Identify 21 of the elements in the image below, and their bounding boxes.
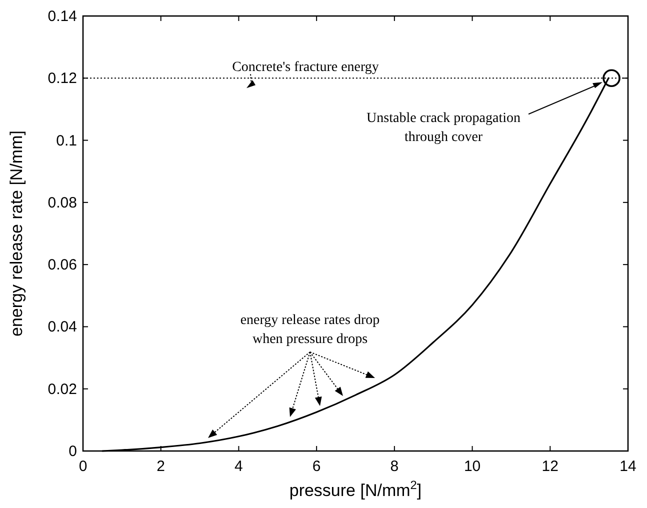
x-tick-label: 10 <box>464 458 481 475</box>
x-axis-title: pressure [N/mm$^{2}$] <box>289 478 422 500</box>
y-axis-title: energy release rate [N/mm] <box>7 130 26 336</box>
y-tick-label: 0.02 <box>48 380 77 398</box>
x-tick-label: 4 <box>234 458 243 475</box>
y-tick-label: 0.1 <box>56 132 77 150</box>
x-tick-label: 0 <box>78 458 88 475</box>
x-tick-label: 6 <box>312 458 321 475</box>
x-tick-label: 12 <box>542 458 558 475</box>
y-tick-label: 0 <box>68 443 77 460</box>
y-tick-label: 0.12 <box>48 70 77 88</box>
x-tick-label: 8 <box>390 458 399 475</box>
x-tick-label: 2 <box>156 458 166 475</box>
ref-line-label: Concrete's fracture energy <box>232 60 379 76</box>
y-tick-label: 0.14 <box>48 8 77 25</box>
y-tick-label: 0.06 <box>48 256 77 274</box>
y-tick-label: 0.08 <box>48 194 77 212</box>
x-tick-label: 14 <box>620 458 636 475</box>
y-tick-label: 0.04 <box>48 318 77 336</box>
annotation: Unstable crack propagation through cover <box>366 111 521 146</box>
annotation: energy release rates drop when pressure drops <box>240 313 380 347</box>
